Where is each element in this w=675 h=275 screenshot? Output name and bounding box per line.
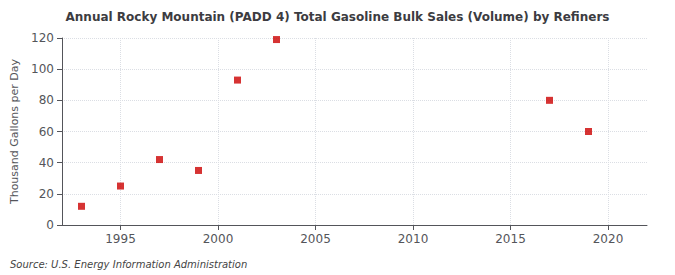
svg-text:2020: 2020 (593, 232, 624, 246)
svg-text:80: 80 (39, 93, 54, 107)
svg-text:Annual Rocky Mountain (PADD 4): Annual Rocky Mountain (PADD 4) Total Gas… (66, 10, 610, 24)
svg-text:Thousand Gallons per Day: Thousand Gallons per Day (8, 58, 21, 205)
svg-text:0: 0 (46, 218, 54, 232)
svg-text:2000: 2000 (203, 232, 234, 246)
svg-text:40: 40 (39, 156, 54, 170)
svg-text:1995: 1995 (105, 232, 136, 246)
svg-text:100: 100 (31, 62, 54, 76)
svg-text:60: 60 (39, 125, 54, 139)
svg-text:2005: 2005 (300, 232, 331, 246)
svg-text:Source: U.S. Energy Informatio: Source: U.S. Energy Information Administ… (10, 259, 247, 270)
svg-text:2015: 2015 (495, 232, 526, 246)
svg-text:120: 120 (31, 31, 54, 45)
svg-text:2010: 2010 (398, 232, 429, 246)
svg-text:20: 20 (39, 187, 54, 201)
